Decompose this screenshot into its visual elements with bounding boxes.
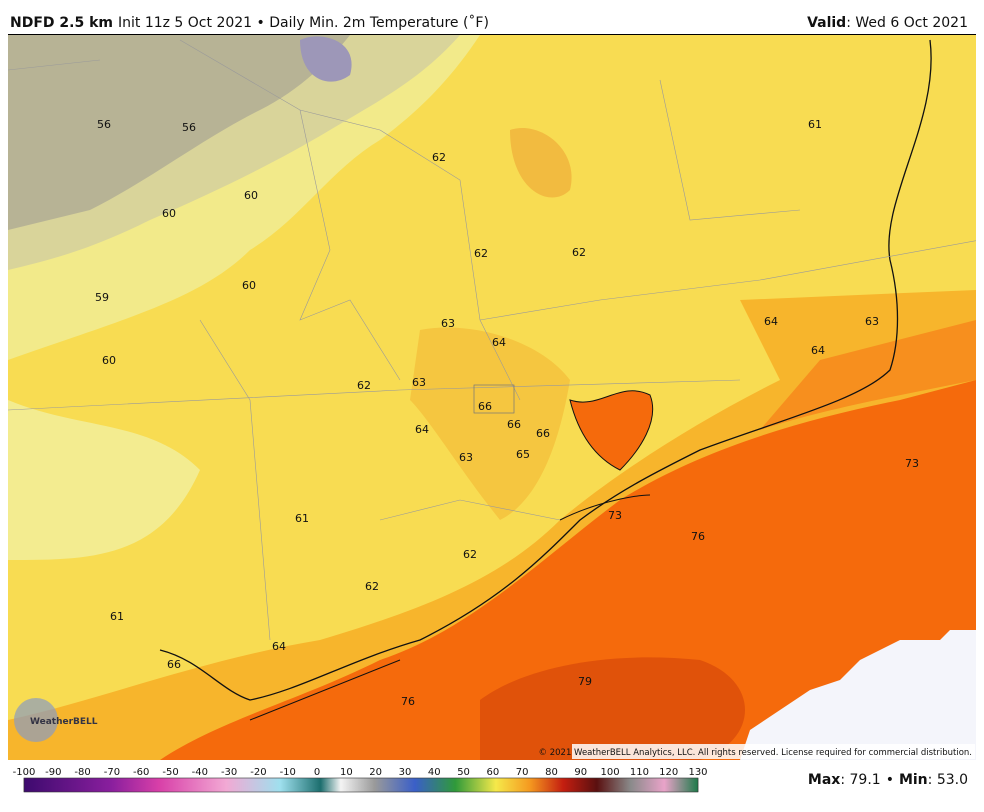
temperature-label: 76: [401, 695, 415, 708]
colorbar-tick-label: 100: [601, 767, 620, 778]
separator: •: [886, 772, 894, 788]
colorbar-tick-label: 30: [399, 767, 412, 778]
temperature-label: 63: [865, 315, 879, 328]
temperature-label: 62: [365, 580, 379, 593]
colorbar-tick-label: 70: [516, 767, 529, 778]
logo: WeatherBELL: [14, 698, 98, 742]
colorbar-tick-label: 90: [574, 767, 587, 778]
colorbar-tick-label: -70: [104, 767, 120, 778]
colorbar-tick-label: 80: [545, 767, 558, 778]
temperature-label: 66: [507, 418, 521, 431]
bay: [569, 390, 654, 471]
temperature-label: 73: [905, 457, 919, 470]
no-data: [740, 630, 976, 760]
map-subtitle: Init 11z 5 Oct 2021 • Daily Min. 2m Temp…: [118, 14, 489, 31]
colorbar-tick-label: -80: [74, 767, 90, 778]
max-label: Max: [808, 772, 840, 788]
colorbar-tick-label: -40: [192, 767, 208, 778]
min-value: : 53.0: [928, 772, 968, 788]
valid-label: Valid: [807, 15, 846, 31]
colorbar-tick-label: 40: [428, 767, 441, 778]
temperature-label: 63: [412, 376, 426, 389]
colorbar-tick-label: -30: [221, 767, 237, 778]
stats: Max: 79.1 • Min: 53.0: [808, 772, 968, 788]
temperature-label: 63: [459, 451, 473, 464]
field-gulf-warm: [480, 657, 745, 760]
temperature-label: 62: [432, 151, 446, 164]
colorbar-tick-label: 0: [314, 767, 320, 778]
temperature-label: 76: [691, 530, 705, 543]
max-value: : 79.1: [840, 772, 880, 788]
temperature-label: 56: [182, 121, 196, 134]
temperature-label: 56: [97, 118, 111, 131]
colorbar-tick-label: -10: [280, 767, 296, 778]
temperature-label: 64: [492, 336, 506, 349]
map-title: NDFD 2.5 km Init 11z 5 Oct 2021 • Daily M…: [10, 14, 489, 31]
temperature-label: 62: [474, 247, 488, 260]
temperature-label: 59: [95, 291, 109, 304]
colorbar-tick-label: 20: [369, 767, 382, 778]
copyright-box: [572, 744, 975, 759]
logo-text: WeatherBELL: [30, 717, 98, 727]
temperature-label: 64: [764, 315, 778, 328]
temperature-label: 62: [463, 548, 477, 561]
colorbar: [23, 777, 699, 793]
colorbar-tick-label: 130: [688, 767, 707, 778]
city-outline: [473, 384, 515, 414]
temperature-label: 60: [244, 189, 258, 202]
colorbar-tick-label: -50: [162, 767, 178, 778]
field-gulf: [160, 380, 976, 760]
temperature-label: 66: [167, 658, 181, 671]
temperature-label: 60: [242, 279, 256, 292]
temperature-label: 61: [808, 118, 822, 131]
field-coolest: [8, 35, 350, 230]
min-label: Min: [899, 772, 928, 788]
colorbar-tick-label: -100: [13, 767, 36, 778]
temperature-field: [8, 35, 976, 760]
barrier-island: [249, 494, 651, 721]
temperature-label: 73: [608, 509, 622, 522]
temperature-label: 64: [811, 344, 825, 357]
model-name: NDFD 2.5 km: [10, 15, 113, 31]
copyright: © 2021 WeatherBELL Analytics, LLC. All r…: [539, 748, 972, 758]
temperature-label: 60: [162, 207, 176, 220]
colorbar-tick-label: -20: [250, 767, 266, 778]
colorbar-tick-label: 120: [659, 767, 678, 778]
temperature-label: 64: [272, 640, 286, 653]
colorbar-tick-label: 50: [457, 767, 470, 778]
county-lines: [8, 39, 976, 641]
colorbar-tick-label: -90: [45, 767, 61, 778]
field-warm-spot: [510, 128, 572, 198]
field-cold-spot: [300, 36, 352, 82]
temperature-label: 65: [516, 448, 530, 461]
temperature-label: 60: [102, 354, 116, 367]
temperature-label: 66: [536, 427, 550, 440]
colorbar-tick-label: 10: [340, 767, 353, 778]
colorbar-tick-label: -60: [133, 767, 149, 778]
temperature-label: 62: [572, 246, 586, 259]
logo-globe: [14, 698, 58, 742]
temperature-label: 61: [110, 610, 124, 623]
valid-time: Valid: Wed 6 Oct 2021: [807, 15, 968, 31]
field-warm-city: [410, 327, 570, 520]
temperature-label: 63: [441, 317, 455, 330]
temperature-label: 61: [295, 512, 309, 525]
temperature-label: 79: [578, 675, 592, 688]
temperature-label: 64: [415, 423, 429, 436]
valid-value: : Wed 6 Oct 2021: [846, 15, 968, 31]
temperature-label: 66: [478, 400, 492, 413]
temperature-label: 62: [357, 379, 371, 392]
field-east-coast: [760, 320, 976, 430]
map-labels: 56 56 62 61 60 60 62 62 60 59 63 64 63 64 64 60 62 63 66 66…: [95, 118, 919, 708]
coastline: [159, 39, 932, 701]
colorbar-tick-label: 110: [630, 767, 649, 778]
field-cool-west: [8, 400, 200, 560]
colorbar-tick-label: 60: [487, 767, 500, 778]
